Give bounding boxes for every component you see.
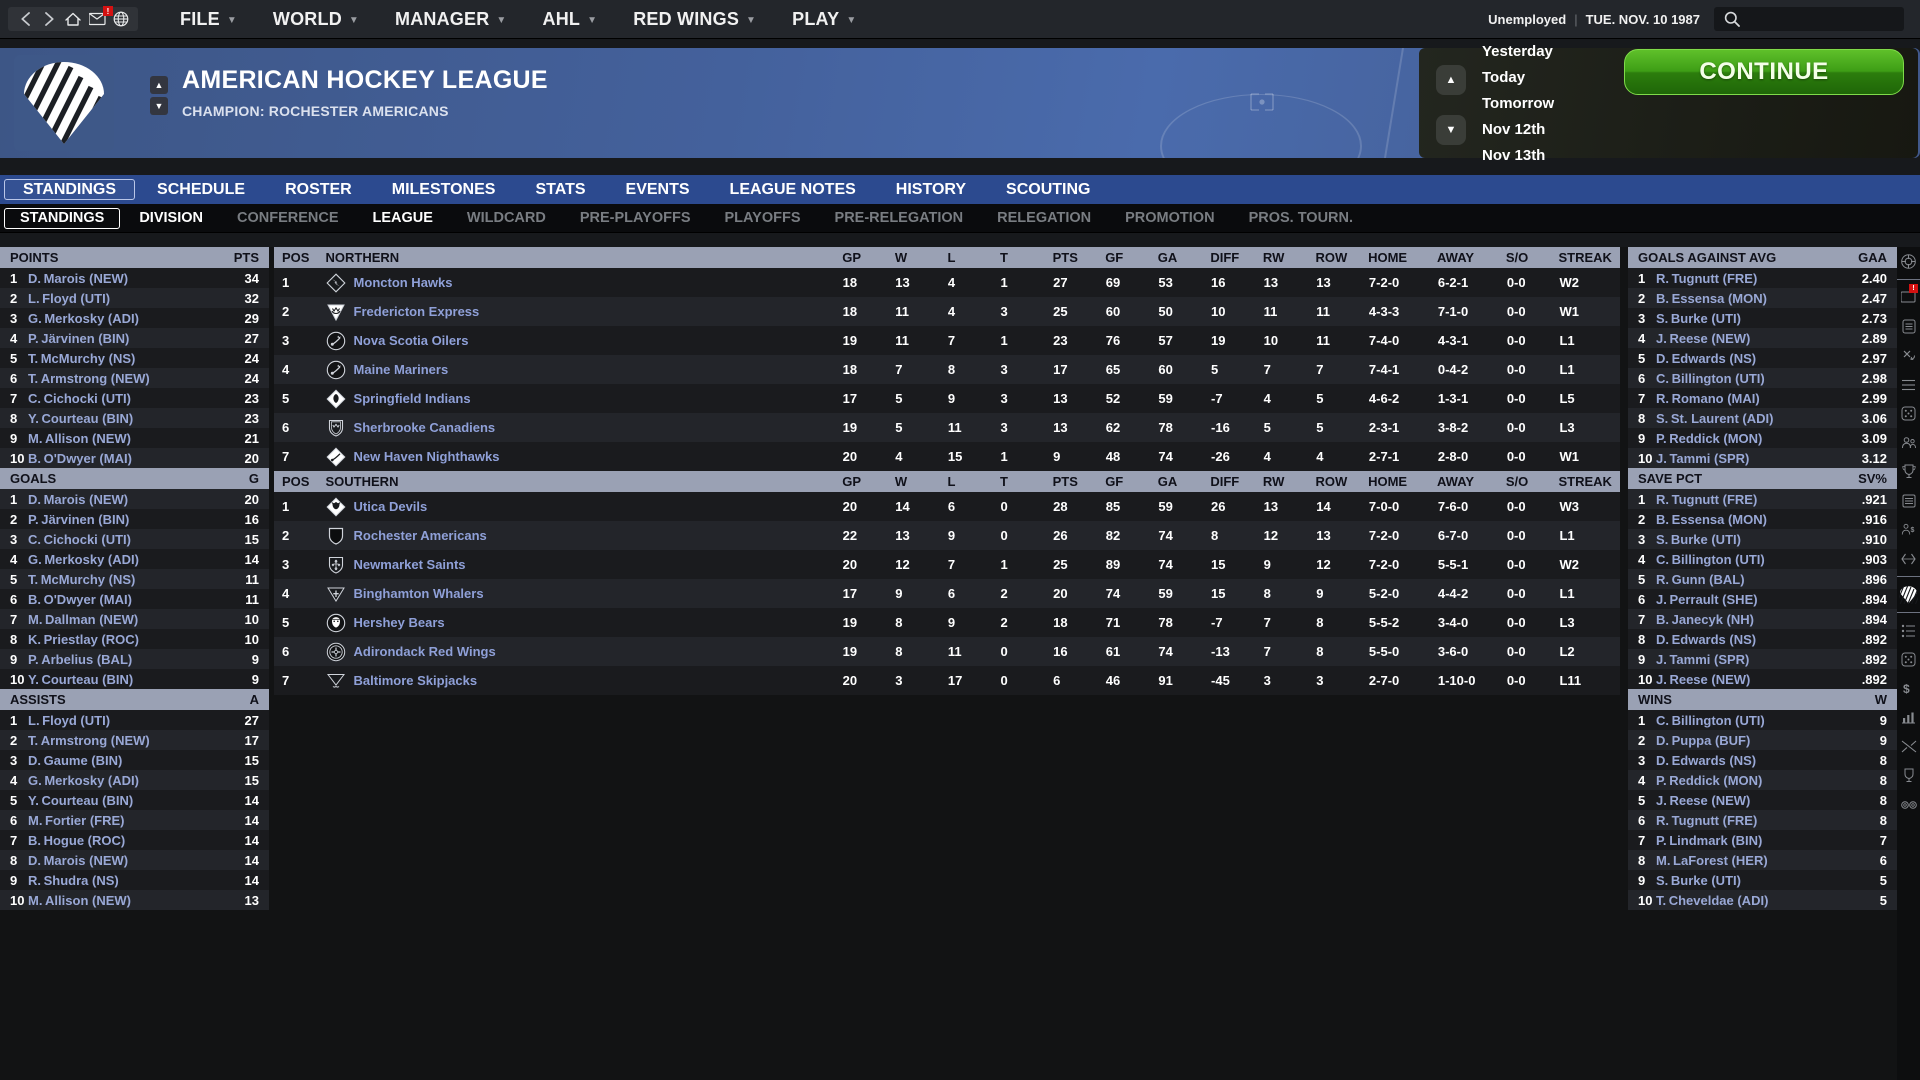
svg-text:$: $ bbox=[1910, 527, 1914, 534]
svg-text:$: $ bbox=[1903, 682, 1910, 696]
